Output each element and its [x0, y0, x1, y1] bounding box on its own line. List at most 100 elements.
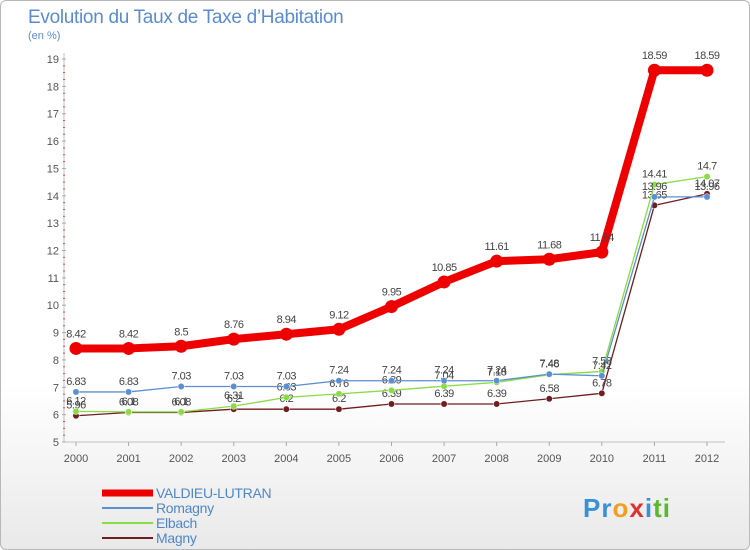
- data-label: 11.94: [590, 232, 615, 244]
- y-tick-label: 16: [47, 136, 59, 148]
- data-point: [125, 388, 133, 396]
- data-point: [493, 400, 501, 408]
- data-label: 13.96: [694, 181, 719, 193]
- data-label: 11.61: [485, 241, 510, 253]
- data-label: 6.08: [119, 396, 139, 408]
- data-label: 9.95: [382, 287, 402, 299]
- data-point: [279, 327, 293, 341]
- y-tick-label: 19: [47, 54, 59, 66]
- data-point: [545, 395, 553, 403]
- data-point: [493, 377, 501, 385]
- x-tick-label: 2010: [590, 453, 614, 465]
- y-tick-label: 5: [53, 437, 59, 449]
- data-point: [174, 339, 188, 353]
- y-tick-label: 7: [53, 382, 59, 394]
- data-point: [440, 400, 448, 408]
- data-label: 8.5: [174, 326, 188, 338]
- data-point: [335, 405, 343, 413]
- data-label: 10.85: [432, 262, 457, 274]
- x-tick-label: 2002: [169, 453, 193, 465]
- data-label: 14.7: [697, 161, 717, 173]
- logo-part-1: o: [612, 493, 630, 523]
- data-point: [72, 407, 80, 415]
- data-point: [700, 63, 714, 77]
- data-label: 6.39: [434, 388, 454, 400]
- legend-label: Romagny: [156, 500, 214, 516]
- legend-label: Magny: [156, 530, 197, 546]
- y-tick-label: 17: [47, 109, 59, 121]
- data-point: [647, 63, 661, 77]
- data-label: 7.03: [277, 370, 297, 382]
- data-label: 7.18: [487, 366, 507, 378]
- data-point: [388, 400, 395, 408]
- x-tick-label: 2003: [222, 453, 246, 465]
- data-point: [595, 245, 609, 259]
- y-tick-label: 12: [47, 246, 59, 258]
- data-label: 6.1: [122, 396, 136, 408]
- y-tick-label: 9: [53, 328, 59, 340]
- y-tick-label: 6: [53, 410, 59, 422]
- y-tick-label: 8: [53, 355, 59, 367]
- logo-part-0: Pr: [583, 493, 613, 523]
- data-point: [545, 370, 553, 378]
- data-label: 8.76: [224, 319, 244, 331]
- logo-part-3: i: [644, 493, 654, 523]
- logo-part-2: x: [629, 493, 645, 523]
- data-point: [598, 372, 606, 380]
- data-label: 8.42: [119, 328, 139, 340]
- data-label: 7.24: [487, 365, 507, 377]
- data-label: 6.08: [171, 396, 191, 408]
- y-tick-label: 18: [47, 81, 59, 93]
- data-point: [598, 389, 606, 397]
- data-label: 7.24: [382, 365, 402, 377]
- data-label: 11.68: [537, 239, 562, 251]
- data-label: 7.42: [592, 360, 612, 372]
- data-point: [490, 254, 504, 268]
- x-tick-label: 2001: [116, 453, 140, 465]
- data-point: [282, 393, 290, 401]
- x-tick-label: 2008: [484, 453, 508, 465]
- data-point: [230, 383, 238, 390]
- data-point: [335, 377, 343, 385]
- data-label: 7.24: [434, 365, 454, 377]
- data-point: [388, 377, 395, 385]
- data-label: 14.07: [694, 178, 719, 190]
- chart-title: Evolution du Taux de Taxe d’Habitation: [28, 7, 344, 28]
- data-label: 5.96: [66, 400, 86, 412]
- y-tick-label: 15: [47, 163, 59, 175]
- data-label: 7.24: [329, 365, 349, 377]
- data-point: [437, 275, 451, 289]
- data-point: [72, 388, 80, 396]
- data-label: 18.59: [642, 50, 667, 62]
- data-label: 7.03: [171, 370, 191, 382]
- data-label: 14.41: [642, 169, 667, 181]
- x-tick-label: 2000: [64, 453, 88, 465]
- data-label: 6.78: [592, 377, 612, 389]
- x-tick-label: 2006: [379, 453, 403, 465]
- data-point: [388, 386, 395, 394]
- data-point: [440, 377, 448, 385]
- x-tick-label: 2009: [537, 453, 561, 465]
- data-point: [177, 383, 185, 390]
- data-point: [703, 173, 711, 181]
- data-point: [69, 341, 83, 355]
- data-point: [125, 408, 133, 416]
- x-tick-label: 2005: [327, 453, 351, 465]
- data-label: 6.12: [66, 395, 86, 407]
- data-point: [703, 193, 711, 201]
- data-label: 9.12: [329, 309, 349, 321]
- y-tick-label: 10: [47, 300, 59, 312]
- data-point: [335, 390, 343, 398]
- x-tick-label: 2012: [695, 453, 719, 465]
- data-label: 7.04: [434, 370, 454, 382]
- data-label: 6.83: [66, 376, 86, 388]
- data-label: 8.94: [277, 314, 297, 326]
- data-point: [650, 181, 658, 189]
- data-point: [542, 252, 556, 266]
- data-label: 6.31: [224, 390, 244, 402]
- data-label: 18.59: [694, 50, 719, 62]
- data-point: [230, 402, 238, 410]
- logo-part-4: ti: [653, 493, 671, 523]
